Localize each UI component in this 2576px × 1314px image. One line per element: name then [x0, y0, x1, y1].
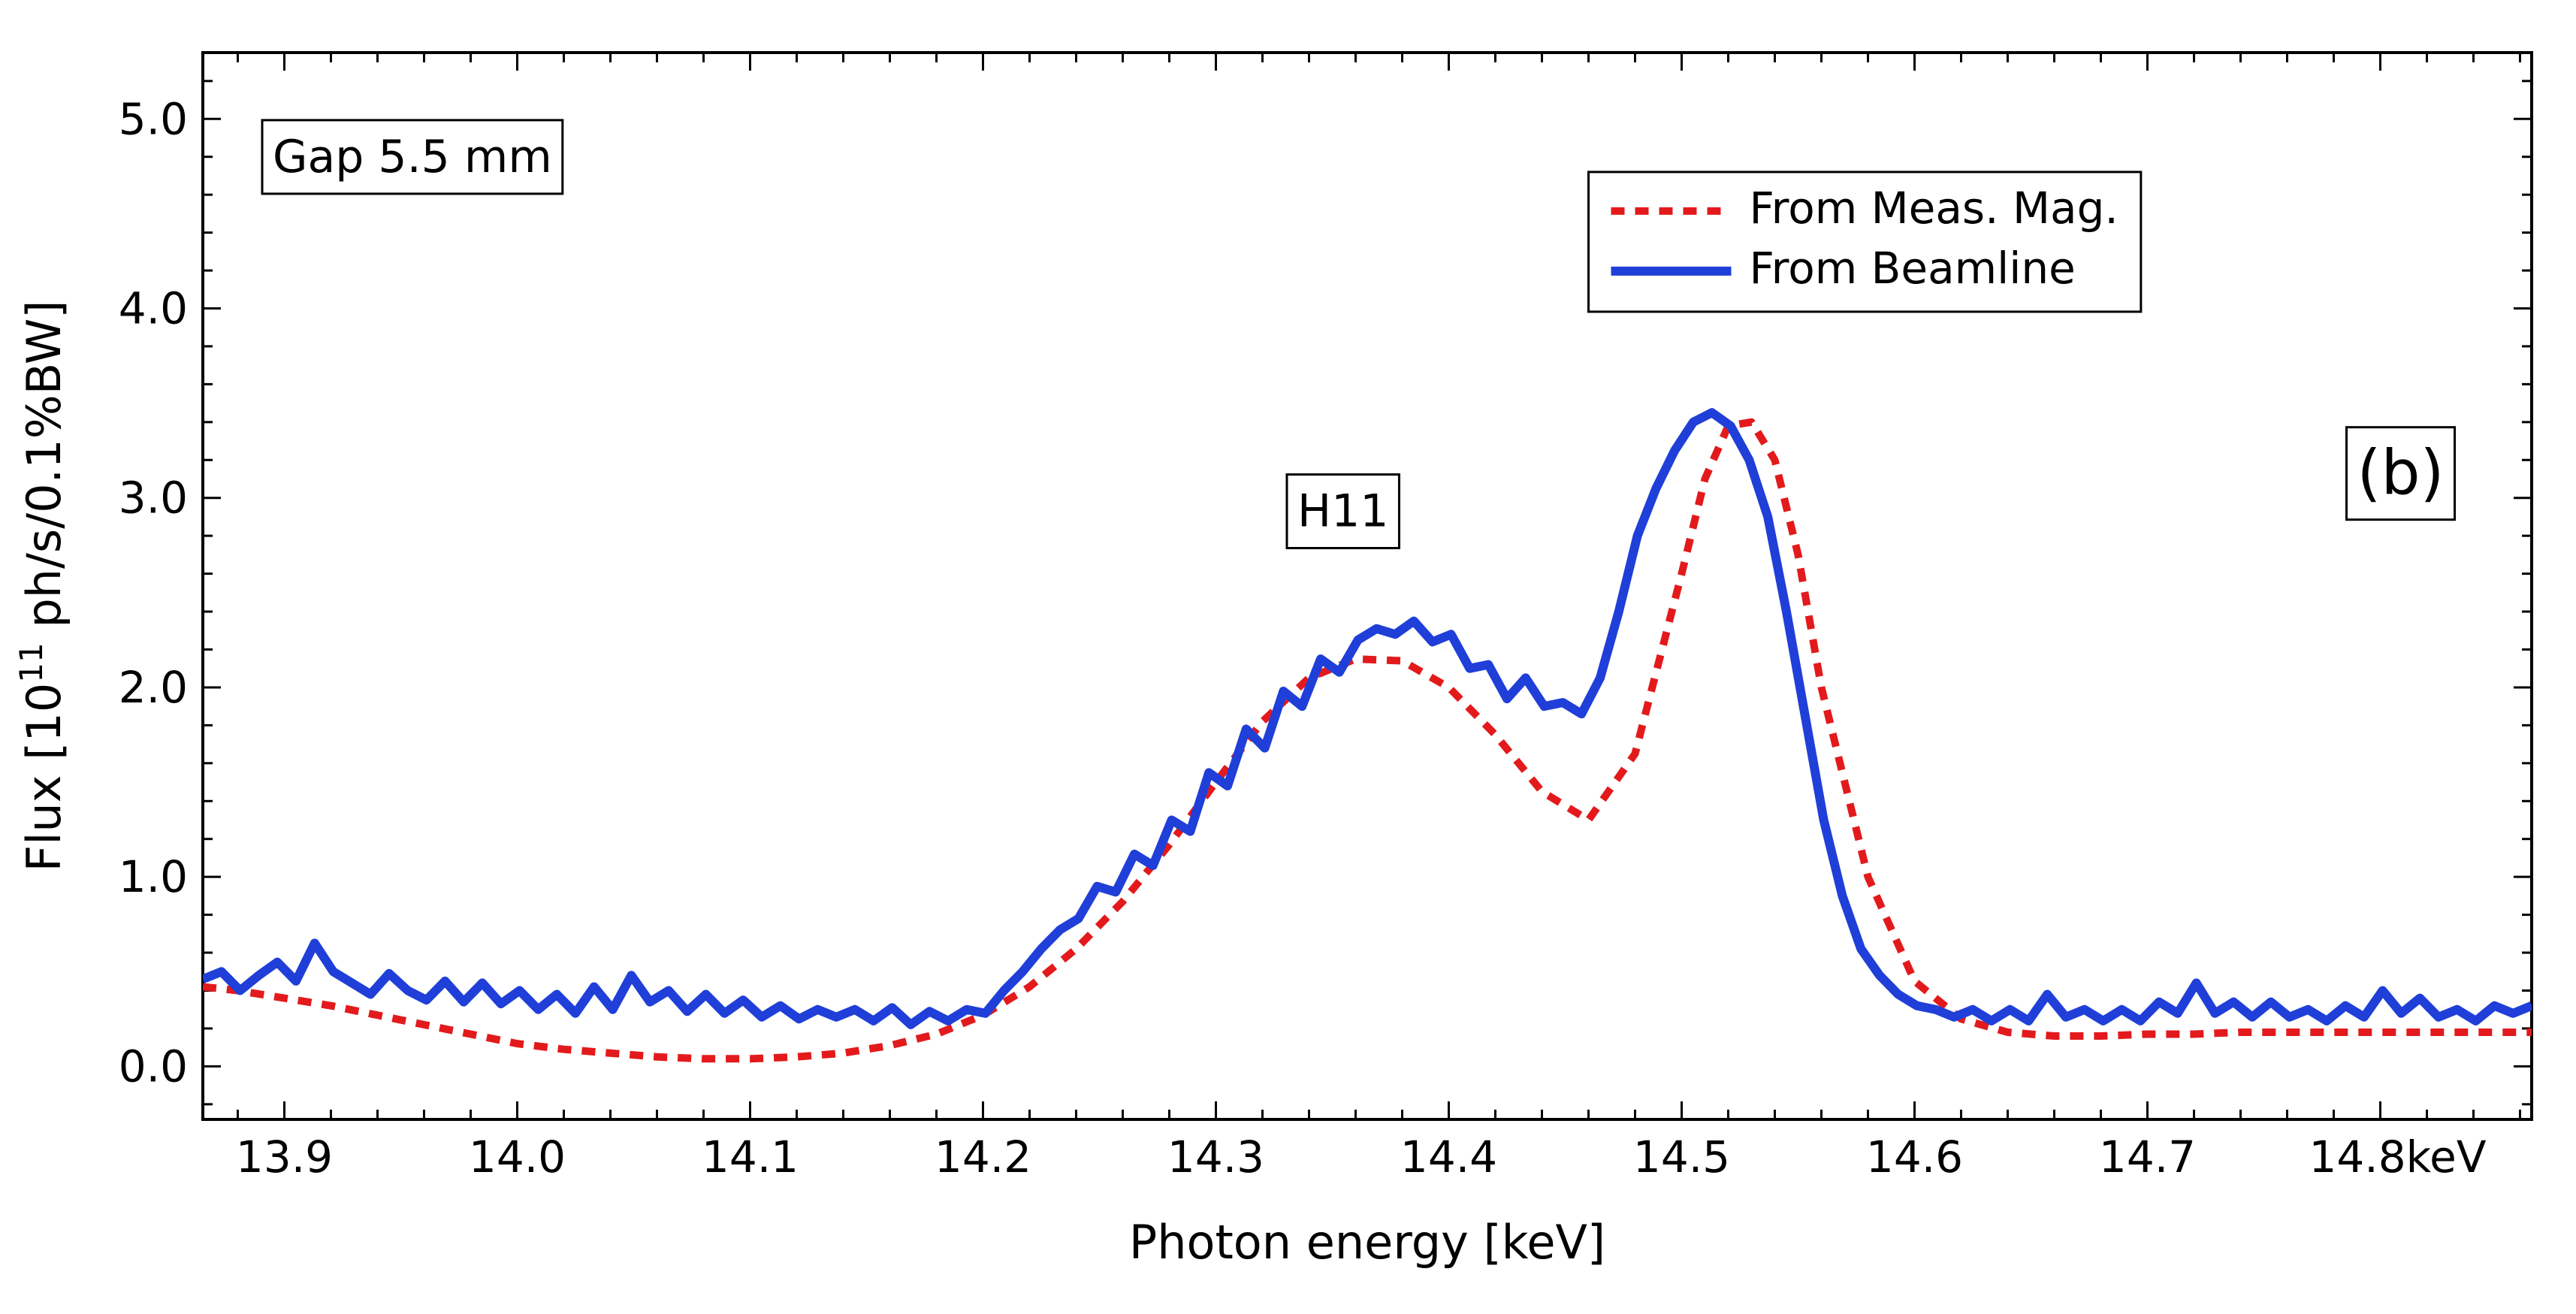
x-tick-label: 14.1 [702, 1131, 799, 1183]
gap-annotation: Gap 5.5 mm [262, 120, 563, 194]
y-tick-label: 1.0 [119, 851, 188, 902]
svg-text:Gap 5.5 mm: Gap 5.5 mm [273, 131, 552, 183]
x-tick-label: 14.4 [1400, 1131, 1497, 1183]
y-axis-label: Flux [1011 ph/s/0.1%BW] [13, 301, 72, 872]
legend: From Meas. Mag. From Beamline [1589, 172, 2141, 312]
y-tick-label: 5.0 [119, 93, 188, 144]
svg-text:H11: H11 [1297, 485, 1388, 538]
y-tick-label: 3.0 [119, 473, 188, 524]
x-tick-label: 14.7 [2099, 1131, 2196, 1183]
x-tick-label: 14.3 [1167, 1131, 1264, 1183]
y-tick-label: 2.0 [119, 662, 188, 713]
x-tick-label: 14.5 [1633, 1131, 1730, 1183]
x-tick-label: 14.0 [469, 1131, 566, 1183]
x-tick-label: 14.2 [935, 1131, 1031, 1183]
chart-container: 13.9 14.0 14.1 14.2 14.3 14.4 14.5 14.6 14.7 14.8… [0, 0, 2576, 1314]
legend-label: From Beamline [1750, 243, 2076, 294]
legend-label: From Meas. Mag. [1750, 183, 2118, 234]
y-tick-label: 4.0 [119, 282, 188, 334]
x-tick-label: 14.8keV [2309, 1131, 2487, 1183]
svg-text:(b): (b) [2357, 438, 2445, 509]
x-tick-label: 14.6 [1866, 1131, 1963, 1183]
y-tick-label: 0.0 [119, 1041, 188, 1092]
flux-vs-energy-chart: 13.9 14.0 14.1 14.2 14.3 14.4 14.5 14.6 14.7 14.8… [0, 0, 2576, 1314]
panel-label-b: (b) [2347, 427, 2455, 520]
x-tick-label: 13.9 [236, 1131, 333, 1183]
x-axis-label: Photon energy [keV] [1129, 1215, 1605, 1270]
h11-annotation: H11 [1287, 475, 1399, 548]
